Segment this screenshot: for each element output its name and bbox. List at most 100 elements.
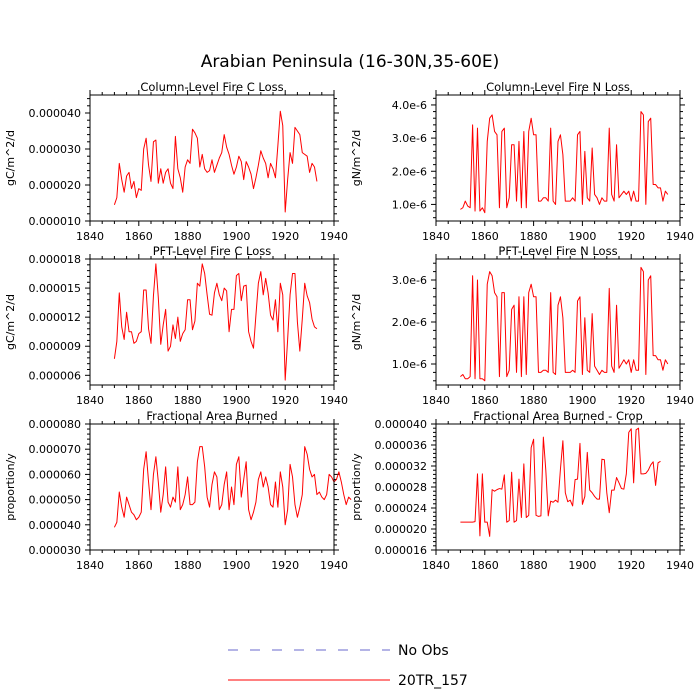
panel-title: Fractional Area Burned xyxy=(146,409,277,423)
x-tick-label: 1840 xyxy=(76,230,104,243)
x-tick-label: 1940 xyxy=(320,394,348,407)
x-tick-label: 1940 xyxy=(320,230,348,243)
plot-frame xyxy=(89,423,335,551)
panel-title: PFT-Level Fire N Loss xyxy=(498,244,617,258)
y-tick-label: 0.000036 xyxy=(375,439,428,452)
y-axis-label: gN/m^2/d xyxy=(350,130,363,187)
x-tick-label: 1940 xyxy=(666,559,694,572)
x-tick-label: 1860 xyxy=(471,559,499,572)
x-tick-label: 1900 xyxy=(568,230,596,243)
panel-title: Column-Level Fire N Loss xyxy=(486,80,630,94)
x-tick-label: 1880 xyxy=(520,230,548,243)
x-tick-label: 1880 xyxy=(520,559,548,572)
x-tick-label: 1920 xyxy=(617,230,645,243)
figure-title: Arabian Peninsula (16-30N,35-60E) xyxy=(201,52,500,72)
x-tick-label: 1840 xyxy=(76,394,104,407)
y-tick-label: 0.000080 xyxy=(29,418,82,431)
y-tick-label: 0.000040 xyxy=(29,519,82,532)
plot-frame xyxy=(89,258,335,386)
x-tick-label: 1920 xyxy=(271,559,299,572)
x-tick-label: 1860 xyxy=(471,394,499,407)
x-tick-label: 1900 xyxy=(222,394,250,407)
panel-grid: Column-Level Fire C Loss gC/m^2/d 1840 1860… xyxy=(4,80,694,572)
x-tick-label: 1860 xyxy=(125,394,153,407)
y-tick-label: 4.0e-6 xyxy=(392,99,427,112)
series-line xyxy=(113,263,318,381)
chart-panel-5: Fractional Area Burned proportion/y 1840 18… xyxy=(4,409,352,572)
chart-panel-4: PFT-Level Fire N Loss gN/m^2/d 1840 1860 188… xyxy=(350,244,694,407)
x-tick-label: 1940 xyxy=(666,230,694,243)
x-tick-label: 1900 xyxy=(568,394,596,407)
x-tick-label: 1920 xyxy=(271,230,299,243)
legend-label: No Obs xyxy=(398,643,449,659)
y-tick-label: 1.0e-6 xyxy=(392,358,427,371)
plot-frame xyxy=(435,258,681,386)
x-tick-label: 1900 xyxy=(222,559,250,572)
y-axis-label: proportion/y xyxy=(350,453,363,521)
plot-frame xyxy=(89,94,335,222)
y-tick-label: 3.0e-6 xyxy=(392,274,427,287)
y-tick-label: 0.000009 xyxy=(29,340,82,353)
y-tick-label: 0.000032 xyxy=(375,460,428,473)
y-axis-label: gN/m^2/d xyxy=(350,294,363,351)
y-axis-label: proportion/y xyxy=(4,453,17,521)
y-tick-label: 0.000060 xyxy=(29,468,82,481)
series-line xyxy=(460,111,669,214)
y-tick-label: 0.000015 xyxy=(29,282,82,295)
x-tick-label: 1940 xyxy=(320,559,348,572)
x-tick-label: 1840 xyxy=(422,394,450,407)
y-tick-label: 0.000006 xyxy=(29,369,82,382)
x-tick-label: 1860 xyxy=(125,559,153,572)
plot-frame xyxy=(435,94,681,222)
y-tick-label: 1.0e-6 xyxy=(392,198,427,211)
y-tick-label: 0.000016 xyxy=(375,544,428,557)
y-tick-label: 0.000020 xyxy=(29,179,82,192)
y-axis-label: gC/m^2/d xyxy=(4,294,17,350)
x-tick-label: 1880 xyxy=(174,394,202,407)
y-axis-label: gC/m^2/d xyxy=(4,130,17,186)
x-tick-label: 1900 xyxy=(222,230,250,243)
x-tick-label: 1840 xyxy=(76,559,104,572)
y-tick-label: 0.000012 xyxy=(29,311,82,324)
y-tick-label: 0.000070 xyxy=(29,443,82,456)
y-tick-label: 2.0e-6 xyxy=(392,165,427,178)
x-tick-label: 1860 xyxy=(471,230,499,243)
panel-title: PFT-Level Fire C Loss xyxy=(153,244,272,258)
y-tick-label: 0.000030 xyxy=(29,143,82,156)
x-tick-label: 1840 xyxy=(422,230,450,243)
x-tick-label: 1900 xyxy=(568,559,596,572)
chart-panel-2: Column-Level Fire N Loss gN/m^2/d 1840 1860… xyxy=(350,80,694,243)
y-tick-label: 0.000024 xyxy=(375,502,428,515)
legend: No Obs 20TR_157 xyxy=(228,643,468,689)
series-line xyxy=(113,446,352,528)
panel-title: Column-Level Fire C Loss xyxy=(140,80,283,94)
series-line xyxy=(460,266,669,382)
y-tick-label: 0.000040 xyxy=(375,418,428,431)
x-tick-label: 1920 xyxy=(617,559,645,572)
legend-label: 20TR_157 xyxy=(398,673,468,689)
x-tick-label: 1920 xyxy=(617,394,645,407)
x-tick-label: 1840 xyxy=(422,559,450,572)
chart-panel-3: PFT-Level Fire C Loss gC/m^2/d 1840 1860 188… xyxy=(4,244,348,407)
y-tick-label: 0.000050 xyxy=(29,494,82,507)
y-tick-label: 0.000020 xyxy=(375,523,428,536)
y-tick-label: 0.000018 xyxy=(29,253,82,266)
x-tick-label: 1860 xyxy=(125,230,153,243)
chart-panel-6: Fractional Area Burned - Crop proportion/… xyxy=(350,409,694,572)
series-line xyxy=(113,110,318,213)
y-tick-label: 0.000028 xyxy=(375,481,428,494)
plot-frame xyxy=(435,423,681,551)
y-tick-label: 0.000030 xyxy=(29,544,82,557)
y-tick-label: 0.000040 xyxy=(29,107,82,120)
panel-title: Fractional Area Burned - Crop xyxy=(473,409,643,423)
series-line xyxy=(460,427,661,537)
y-tick-label: 0.000010 xyxy=(29,215,82,228)
y-tick-label: 3.0e-6 xyxy=(392,132,427,145)
x-tick-label: 1880 xyxy=(174,230,202,243)
chart-panel-1: Column-Level Fire C Loss gC/m^2/d 1840 1860… xyxy=(4,80,348,243)
y-tick-label: 2.0e-6 xyxy=(392,316,427,329)
x-tick-label: 1920 xyxy=(271,394,299,407)
x-tick-label: 1880 xyxy=(520,394,548,407)
x-tick-label: 1880 xyxy=(174,559,202,572)
